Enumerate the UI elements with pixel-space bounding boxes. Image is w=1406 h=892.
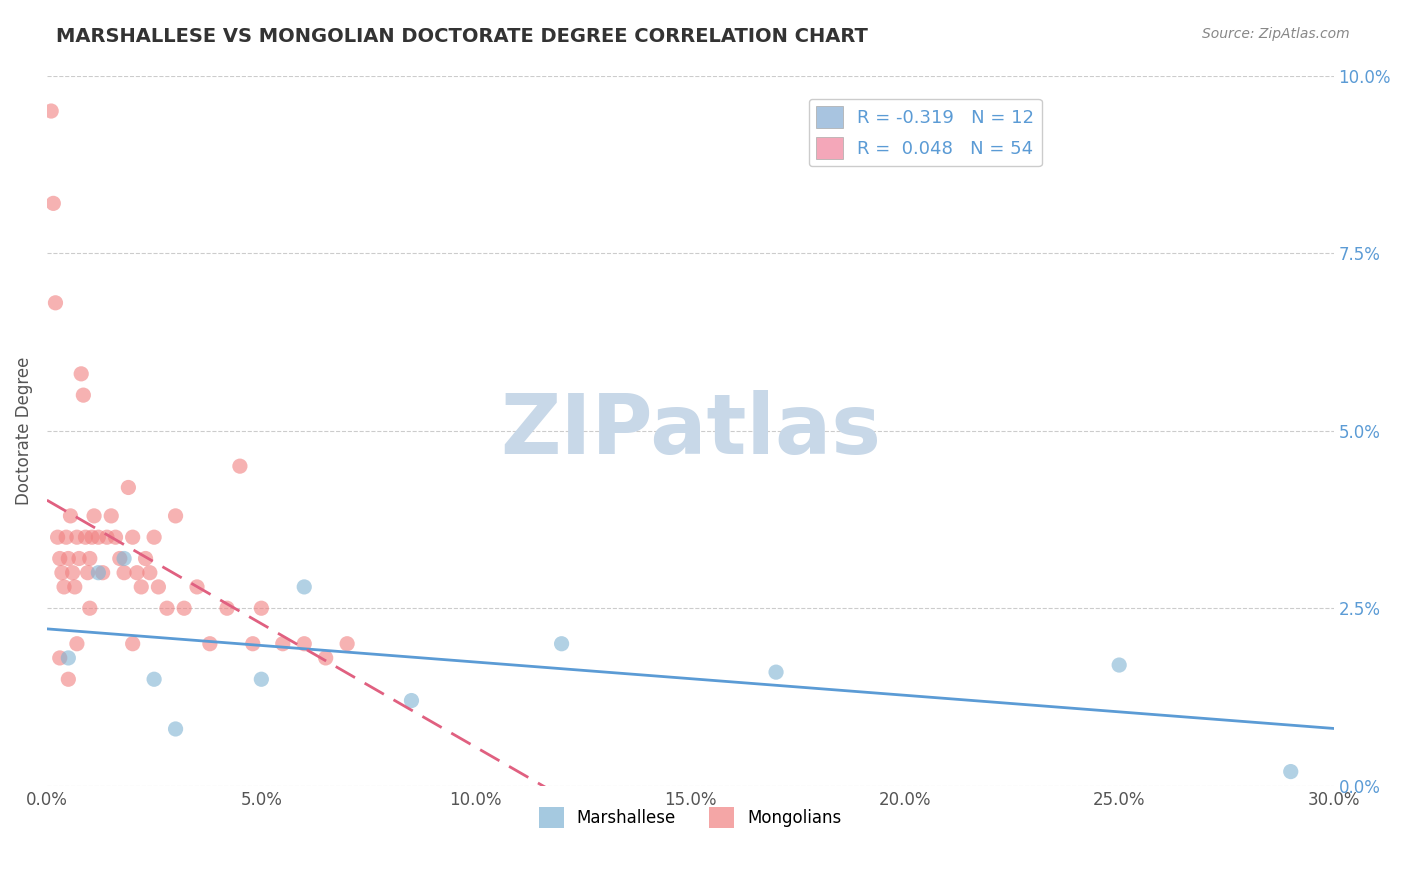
Point — [75, 530, 97, 544]
Point — [79, 601, 101, 615]
Point — [112, 551, 135, 566]
Point — [229, 459, 252, 474]
Point — [765, 665, 787, 680]
Point — [62, 566, 84, 580]
Text: MARSHALLESE VS MONGOLIAN DOCTORATE DEGREE CORRELATION CHART: MARSHALLESE VS MONGOLIAN DOCTORATE DEGRE… — [56, 27, 868, 45]
Point — [58, 672, 80, 686]
Point — [112, 566, 135, 580]
Point — [242, 637, 264, 651]
Point — [49, 651, 72, 665]
Point — [117, 480, 139, 494]
Text: ZIPatlas: ZIPatlas — [499, 390, 880, 471]
Point — [173, 601, 195, 615]
Point — [108, 551, 131, 566]
Point — [46, 530, 69, 544]
Point — [198, 637, 221, 651]
Point — [104, 530, 127, 544]
Point — [271, 637, 294, 651]
Point — [44, 295, 66, 310]
Point — [165, 722, 187, 736]
Point — [401, 693, 423, 707]
Y-axis label: Doctorate Degree: Doctorate Degree — [15, 357, 32, 505]
Point — [125, 566, 148, 580]
Point — [215, 601, 238, 615]
Point — [336, 637, 359, 651]
Point — [100, 508, 122, 523]
Point — [292, 580, 315, 594]
Point — [121, 530, 143, 544]
Point — [315, 651, 337, 665]
Point — [66, 637, 89, 651]
Point — [156, 601, 179, 615]
Point — [91, 566, 114, 580]
Point — [292, 637, 315, 651]
Point — [1279, 764, 1302, 779]
Point — [66, 530, 89, 544]
Point — [53, 580, 76, 594]
Point — [129, 580, 152, 594]
Point — [250, 672, 273, 686]
Point — [79, 551, 101, 566]
Point — [143, 672, 166, 686]
Point — [96, 530, 118, 544]
Point — [87, 566, 110, 580]
Point — [148, 580, 170, 594]
Point — [76, 566, 98, 580]
Point — [83, 508, 105, 523]
Text: Source: ZipAtlas.com: Source: ZipAtlas.com — [1202, 27, 1350, 41]
Point — [550, 637, 572, 651]
Point — [55, 530, 77, 544]
Point — [51, 566, 73, 580]
Point — [67, 551, 90, 566]
Point — [63, 580, 86, 594]
Point — [87, 530, 110, 544]
Point — [250, 601, 273, 615]
Legend: Marshallese, Mongolians: Marshallese, Mongolians — [531, 801, 849, 834]
Point — [139, 566, 162, 580]
Point — [42, 196, 65, 211]
Point — [72, 388, 94, 402]
Point — [49, 551, 72, 566]
Point — [186, 580, 208, 594]
Point — [58, 651, 80, 665]
Point — [39, 103, 62, 118]
Point — [80, 530, 103, 544]
Point — [165, 508, 187, 523]
Point — [70, 367, 93, 381]
Point — [58, 551, 80, 566]
Point — [59, 508, 82, 523]
Point — [135, 551, 157, 566]
Point — [143, 530, 166, 544]
Point — [1108, 658, 1130, 673]
Point — [121, 637, 143, 651]
